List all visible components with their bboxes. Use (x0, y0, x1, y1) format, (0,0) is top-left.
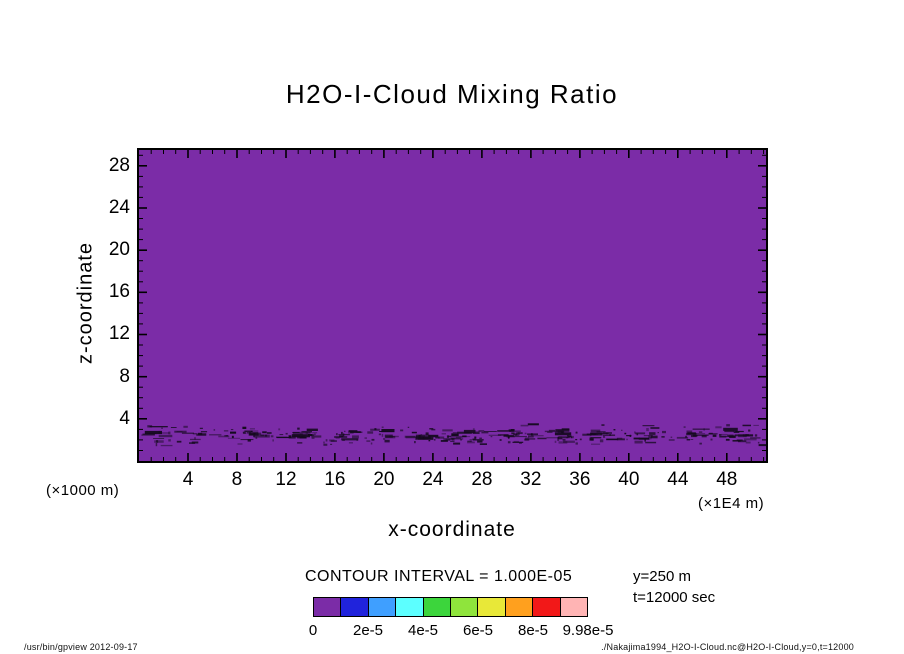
x-tick-label: 40 (618, 469, 640, 490)
colorbar-tick-label: 8e-5 (517, 622, 549, 639)
colorbar-segment (396, 598, 424, 616)
colorbar-segment (478, 598, 506, 616)
y-tick-label: 8 (119, 365, 130, 387)
colorbar-tick-label: 6e-5 (462, 622, 494, 639)
colorbar-segment (368, 598, 397, 616)
colorbar-segment (505, 598, 534, 616)
y-tick-label: 20 (108, 239, 130, 261)
x-tick-label: 4 (182, 469, 194, 490)
x-tick-label: 44 (667, 469, 689, 490)
colorbar-segment (341, 598, 369, 616)
x-tick-label: 12 (275, 469, 297, 490)
colorbar-tick-label: 4e-5 (407, 622, 439, 639)
chart-title: H2O-I-Cloud Mixing Ratio (285, 79, 619, 109)
x-tick-label: 24 (422, 469, 444, 490)
colorbar-segment (314, 598, 342, 616)
colorbar-tick-label: 9.98e-5 (562, 622, 614, 639)
x-tick-label: 32 (520, 469, 542, 490)
contour-field (139, 150, 766, 461)
colorbar-segment (533, 598, 561, 616)
annotation-y-slice: y=250 m (633, 568, 691, 585)
plot-area (137, 148, 768, 463)
x-tick-label: 16 (324, 469, 346, 490)
footer-datafile: ./Nakajima1994_H2O-I-Cloud.nc@H2O-I-Clou… (601, 642, 854, 652)
colorbar-segment (423, 598, 452, 616)
x-tick-label: 28 (471, 469, 493, 490)
colorbar-segment (560, 598, 588, 616)
contour-interval-label: CONTOUR INTERVAL = 1.000E-05 (305, 568, 573, 585)
y-tick-label: 28 (108, 154, 130, 176)
colorbar-tick-label: 2e-5 (352, 622, 384, 639)
x-axis-title: x-coordinate (388, 518, 516, 541)
colorbar (313, 597, 588, 617)
y-tick-label: 12 (108, 323, 130, 345)
y-tick-label: 16 (108, 281, 130, 303)
colorbar-segment (451, 598, 479, 616)
y-axis-unit-label: (×1000 m) (46, 482, 120, 499)
x-tick-label: 20 (373, 469, 395, 490)
y-tick-label: 4 (119, 407, 130, 429)
x-tick-label: 36 (569, 469, 591, 490)
x-tick-label: 48 (716, 469, 738, 490)
x-axis-unit-label: (×1E4 m) (698, 495, 765, 512)
x-tick-label: 8 (231, 469, 243, 490)
annotation-time: t=12000 sec (633, 589, 716, 606)
colorbar-tick-label: 0 (308, 622, 318, 639)
y-tick-label: 24 (108, 196, 130, 218)
footer-command: /usr/bin/gpview 2012-09-17 (24, 642, 138, 652)
